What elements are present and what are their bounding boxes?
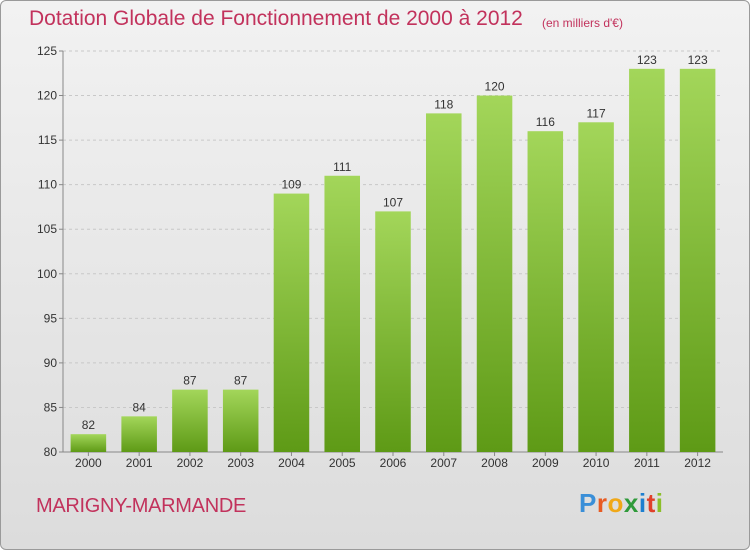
- chart-subtitle: (en milliers d'€): [542, 16, 623, 30]
- logo-letter: P: [579, 488, 597, 518]
- x-tick-label: 2007: [430, 456, 457, 470]
- data-label: 120: [485, 80, 505, 94]
- y-tick-label: 110: [38, 178, 57, 192]
- logo-letter: t: [646, 488, 656, 518]
- bar: [629, 68, 665, 453]
- bar: [527, 131, 564, 452]
- x-tick-label: 2001: [126, 456, 153, 470]
- y-tick-label: 120: [37, 89, 57, 103]
- y-tick-label: 95: [44, 311, 58, 325]
- bar: [70, 434, 107, 452]
- data-label: 117: [587, 106, 606, 120]
- data-label: 123: [637, 53, 657, 67]
- y-tick-label: 115: [38, 133, 57, 147]
- logo-letter: o: [607, 488, 624, 518]
- bar: [375, 211, 411, 452]
- data-label: 118: [434, 97, 453, 111]
- logo-letter: i: [638, 488, 647, 518]
- bar: [172, 389, 208, 452]
- bar: [273, 193, 310, 453]
- bar: [222, 389, 259, 452]
- x-tick-label: 2000: [75, 456, 102, 470]
- x-tick-label: 2008: [481, 456, 508, 470]
- x-tick-label: 2004: [278, 456, 305, 470]
- data-label: 84: [132, 400, 146, 414]
- x-tick-label: 2006: [380, 456, 407, 470]
- data-label: 111: [333, 160, 352, 174]
- bar: [679, 68, 716, 453]
- bar: [476, 95, 513, 453]
- logo-letter: i: [655, 488, 664, 518]
- x-tick-label: 2005: [329, 456, 356, 470]
- y-tick-label: 100: [37, 267, 57, 281]
- x-tick-label: 2002: [177, 456, 204, 470]
- y-tick-label: 90: [44, 356, 58, 370]
- data-label: 123: [688, 53, 708, 67]
- data-label: 107: [383, 195, 403, 209]
- commune-name: MARIGNY-MARMANDE: [36, 495, 247, 517]
- logo-letter: r: [596, 488, 608, 518]
- data-label: 109: [281, 178, 301, 192]
- data-label: 82: [82, 418, 96, 432]
- bar: [324, 175, 360, 452]
- x-tick-label: 2003: [227, 456, 254, 470]
- logo-letter: x: [623, 488, 639, 518]
- chart-title: Dotation Globale de Fonctionnement de 20…: [29, 7, 523, 30]
- y-tick-label: 125: [37, 44, 57, 58]
- x-tick-label: 2011: [634, 456, 660, 470]
- x-tick-label: 2012: [684, 456, 711, 470]
- bar: [121, 416, 157, 452]
- bar: [426, 113, 462, 452]
- bar: [578, 122, 614, 453]
- x-tick-label: 2010: [583, 456, 610, 470]
- y-tick-label: 80: [44, 445, 58, 459]
- data-label: 87: [234, 374, 248, 388]
- y-tick-label: 105: [37, 222, 57, 236]
- y-tick-label: 85: [44, 400, 58, 414]
- x-tick-label: 2009: [532, 456, 559, 470]
- data-label: 116: [536, 115, 555, 129]
- data-label: 87: [183, 374, 197, 388]
